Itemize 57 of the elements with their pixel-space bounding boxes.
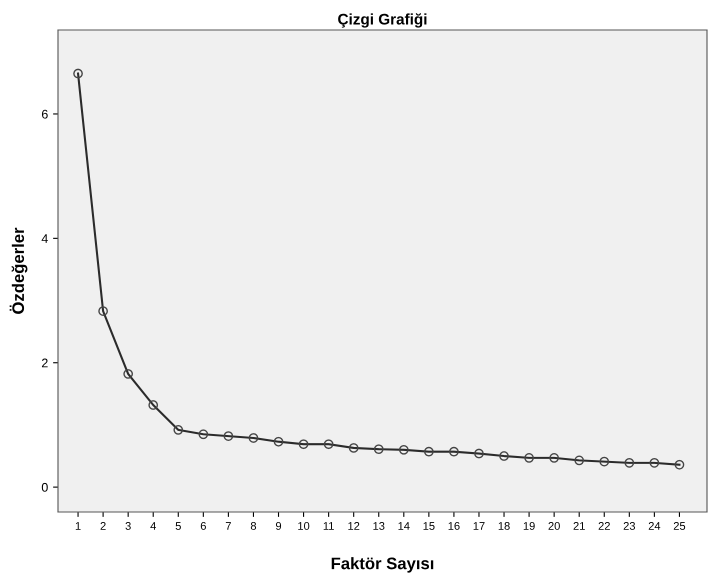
x-tick-label: 23	[624, 522, 636, 530]
x-tick-label: 11	[324, 522, 334, 530]
x-tick-label: 19	[524, 522, 535, 530]
y-tick-label: 4	[42, 234, 48, 243]
point	[374, 444, 384, 454]
x-tick-label: 5	[176, 522, 181, 530]
x-tick-label: 3	[125, 522, 131, 530]
point	[173, 425, 184, 435]
x-tick-label: 2	[100, 522, 106, 530]
x-tick-label: 17	[474, 522, 485, 530]
x-tick-label: 13	[373, 522, 384, 530]
point	[248, 433, 258, 443]
point	[674, 460, 684, 470]
x-tick-label: 12	[348, 522, 360, 530]
y-tick-label: 6	[42, 110, 48, 119]
x-tick-label: 16	[448, 522, 460, 530]
x-tick-label: 25	[674, 522, 686, 530]
point	[148, 400, 158, 410]
point	[123, 369, 134, 379]
point	[198, 429, 208, 440]
x-tick-label: 14	[398, 522, 410, 530]
x-tick-label: 22	[598, 522, 610, 530]
point	[499, 451, 509, 461]
point	[298, 439, 308, 450]
y-tick-label: 0	[42, 482, 48, 492]
x-tick-label: 21	[574, 522, 585, 530]
x-tick-label: 7	[226, 522, 231, 530]
point	[73, 68, 83, 78]
x-tick-label: 9	[276, 522, 282, 530]
point	[449, 446, 459, 457]
point	[398, 444, 409, 455]
x-tick-label: 18	[498, 522, 510, 530]
x-tick-label: 1	[76, 522, 81, 530]
x-tick-label: 6	[200, 522, 206, 530]
x-tick-label: 10	[298, 522, 310, 530]
point	[624, 458, 634, 468]
x-tick-label: 8	[250, 522, 256, 530]
x-tick-label: 20	[548, 522, 560, 530]
y-tick-label: 2	[42, 358, 48, 368]
point	[650, 458, 660, 468]
chart-title: Çizgi Grafiği	[338, 13, 426, 28]
x-tick-label: 15	[424, 522, 435, 530]
point	[274, 436, 284, 447]
point	[574, 456, 584, 466]
point	[474, 448, 484, 458]
point	[549, 453, 560, 463]
point	[424, 446, 434, 457]
x-axis-title: Faktör Sayısı	[332, 557, 434, 573]
point	[348, 443, 359, 453]
x-tick-label: 24	[648, 522, 660, 530]
point	[599, 456, 610, 466]
point	[524, 453, 534, 463]
x-tick-label: 4	[150, 522, 156, 530]
y-axis-title: Özdeğerler	[10, 228, 28, 314]
point	[98, 306, 108, 316]
point	[224, 431, 234, 441]
point	[324, 439, 334, 450]
